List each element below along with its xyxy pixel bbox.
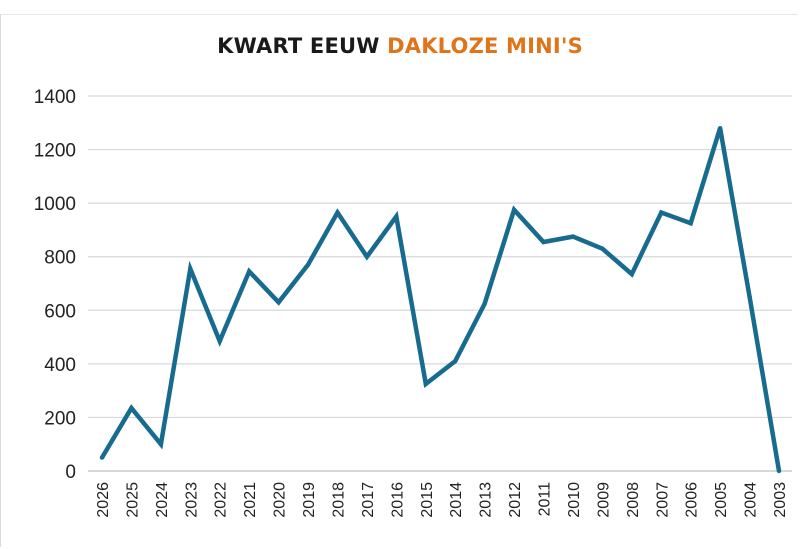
- data-point: [688, 221, 693, 226]
- data-point: [364, 254, 370, 259]
- data-point: [335, 210, 340, 215]
- x-tick-label: 2004: [743, 482, 760, 518]
- series-line: [100, 127, 782, 472]
- x-tick-label: 2020: [272, 482, 289, 518]
- data-point: [570, 234, 576, 239]
- data-point: [776, 468, 782, 474]
- x-axis-ticks: 2026 2025 2024 2023 2022 2021 2020 2019 2018 2017…: [95, 482, 789, 518]
- x-tick-label: 2009: [595, 482, 612, 518]
- data-point: [394, 214, 399, 219]
- data-point: [717, 125, 723, 131]
- y-tick-label: 1200: [34, 141, 76, 162]
- data-point: [629, 271, 635, 277]
- chart-frame: [0, 14, 798, 547]
- y-tick-label: 1400: [34, 87, 76, 108]
- x-tick-label: 2007: [654, 482, 671, 518]
- x-tick-label: 2006: [684, 482, 701, 518]
- x-tick-label: 2021: [242, 482, 259, 518]
- chart-title-part1: KWART EEUW: [217, 34, 380, 58]
- x-tick-label: 2008: [625, 482, 642, 518]
- y-tick-label: 200: [44, 408, 76, 429]
- y-tick-label: 0: [65, 462, 76, 483]
- data-point: [99, 455, 105, 460]
- data-point: [511, 207, 517, 213]
- y-tick-label: 600: [44, 301, 76, 322]
- gridlines: [88, 95, 792, 472]
- x-tick-label: 2025: [124, 482, 141, 518]
- y-axis-ticks: 0 200 400 600 800 1000 1200 1400: [34, 87, 76, 483]
- x-tick-label: 2024: [154, 482, 171, 518]
- data-point: [453, 358, 458, 364]
- data-point: [246, 269, 252, 274]
- x-tick-label: 2014: [448, 482, 465, 518]
- data-point: [659, 210, 664, 215]
- data-point: [541, 239, 546, 245]
- x-tick-label: 2005: [713, 482, 730, 518]
- x-tick-label: 2011: [537, 482, 554, 517]
- x-tick-label: 2018: [330, 482, 347, 518]
- x-tick-label: 2010: [566, 482, 583, 518]
- chart-title: KWART EEUW DAKLOZE MINI'S: [0, 34, 800, 58]
- x-tick-label: 2016: [389, 482, 406, 518]
- data-point: [276, 300, 281, 305]
- x-tick-label: 2026: [95, 482, 112, 518]
- series-group: [99, 125, 782, 474]
- x-tick-label: 2017: [360, 482, 377, 518]
- data-point: [482, 301, 487, 306]
- data-point: [188, 266, 193, 271]
- data-point: [129, 405, 134, 411]
- x-tick-label: 2012: [507, 482, 524, 518]
- chart-title-part2: DAKLOZE MINI'S: [387, 34, 583, 58]
- x-tick-label: 2022: [213, 482, 230, 518]
- x-tick-label: 2023: [183, 482, 200, 518]
- data-point: [600, 246, 605, 251]
- y-tick-label: 400: [44, 355, 76, 376]
- x-tick-label: 2013: [478, 482, 495, 518]
- x-tick-label: 2003: [772, 482, 789, 518]
- x-tick-label: 2015: [419, 482, 436, 518]
- data-point: [305, 262, 311, 267]
- data-point: [747, 294, 752, 300]
- x-tick-label: 2019: [301, 482, 318, 518]
- y-tick-label: 800: [44, 248, 76, 269]
- y-tick-label: 1000: [34, 194, 76, 215]
- data-point: [423, 381, 428, 387]
- data-point: [158, 442, 164, 447]
- data-point: [217, 338, 222, 344]
